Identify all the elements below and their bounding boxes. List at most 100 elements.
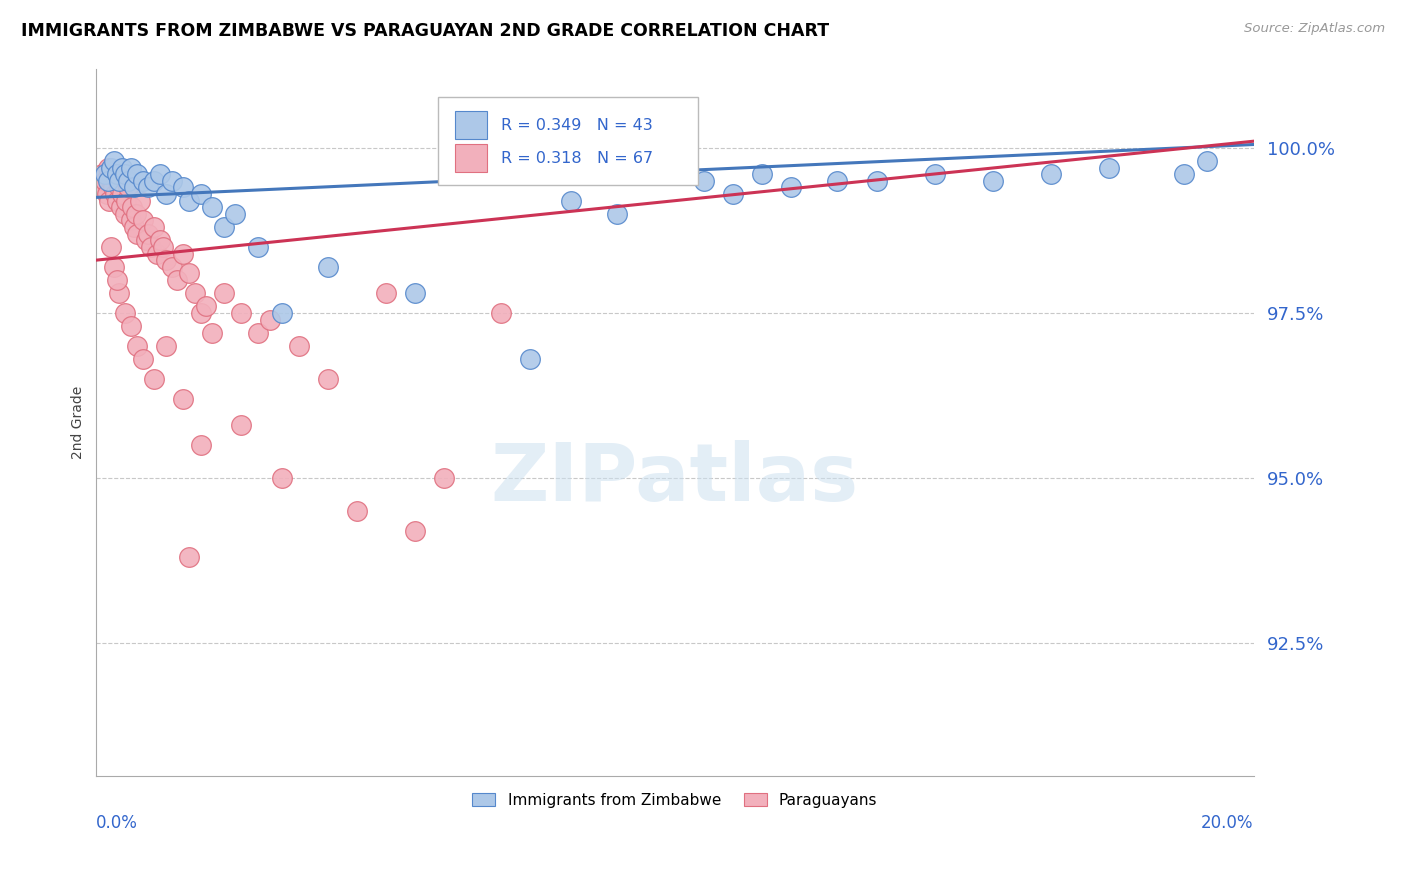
Point — [94, 167, 117, 181]
Point — [155, 253, 177, 268]
Legend: Immigrants from Zimbabwe, Paraguayans: Immigrants from Zimbabwe, Paraguayans — [467, 787, 883, 814]
Point — [100, 161, 122, 175]
Point — [131, 174, 153, 188]
Point — [143, 174, 166, 188]
Point — [91, 167, 114, 181]
Point — [149, 167, 172, 181]
Point — [131, 352, 153, 367]
Point — [125, 339, 148, 353]
Point — [155, 339, 177, 353]
Point — [195, 299, 218, 313]
Point — [117, 174, 139, 188]
Point — [122, 180, 145, 194]
Point — [172, 392, 194, 406]
Point — [117, 180, 139, 194]
Point — [404, 524, 426, 538]
Point — [259, 312, 281, 326]
Point — [120, 319, 142, 334]
Point — [160, 260, 183, 274]
Y-axis label: 2nd Grade: 2nd Grade — [72, 385, 86, 458]
Point — [560, 194, 582, 208]
Text: R = 0.318   N = 67: R = 0.318 N = 67 — [502, 151, 654, 166]
Point — [177, 194, 200, 208]
Point — [94, 174, 117, 188]
Point — [121, 200, 143, 214]
Point — [172, 180, 194, 194]
Point — [177, 266, 200, 280]
Point — [201, 200, 224, 214]
Point — [89, 180, 111, 194]
Point — [103, 167, 125, 181]
Point — [111, 187, 134, 202]
Point — [1173, 167, 1195, 181]
Point — [212, 220, 235, 235]
Point — [190, 187, 212, 202]
Point — [374, 286, 396, 301]
Point — [108, 286, 131, 301]
Point — [149, 233, 172, 247]
Point — [432, 471, 454, 485]
Point — [131, 213, 153, 227]
Point — [721, 187, 744, 202]
Point — [288, 339, 311, 353]
Point — [103, 260, 125, 274]
Point — [247, 326, 270, 340]
Point — [825, 174, 848, 188]
Point — [120, 161, 142, 175]
Point — [97, 174, 120, 188]
Point — [120, 213, 142, 227]
Point — [693, 174, 716, 188]
Point — [128, 194, 150, 208]
Point — [152, 240, 174, 254]
Point — [97, 161, 120, 175]
Point — [190, 438, 212, 452]
Point — [779, 180, 801, 194]
Point — [1040, 167, 1063, 181]
Point — [107, 174, 129, 188]
Text: 0.0%: 0.0% — [97, 814, 138, 832]
Point — [212, 286, 235, 301]
Point — [160, 174, 183, 188]
FancyBboxPatch shape — [456, 111, 488, 139]
Point — [183, 286, 205, 301]
Point — [108, 180, 131, 194]
Point — [138, 180, 160, 194]
Point — [224, 207, 246, 221]
Point — [924, 167, 946, 181]
Point — [146, 246, 169, 260]
Point — [1197, 154, 1219, 169]
Point — [491, 306, 513, 320]
Point — [229, 306, 252, 320]
Point — [98, 194, 121, 208]
Point — [270, 306, 292, 320]
Point — [247, 240, 270, 254]
Point — [100, 174, 122, 188]
Point — [114, 207, 136, 221]
Text: IMMIGRANTS FROM ZIMBABWE VS PARAGUAYAN 2ND GRADE CORRELATION CHART: IMMIGRANTS FROM ZIMBABWE VS PARAGUAYAN 2… — [21, 22, 830, 40]
Point — [229, 418, 252, 433]
Text: 20.0%: 20.0% — [1201, 814, 1254, 832]
FancyBboxPatch shape — [437, 97, 699, 186]
Point — [316, 260, 339, 274]
Point — [404, 286, 426, 301]
Point — [141, 240, 163, 254]
Point — [125, 167, 148, 181]
Point — [115, 194, 138, 208]
Point — [125, 207, 148, 221]
Point — [122, 220, 145, 235]
Point — [143, 372, 166, 386]
Point — [114, 167, 136, 181]
Point — [177, 550, 200, 565]
Point — [201, 326, 224, 340]
Point — [190, 306, 212, 320]
Point — [270, 471, 292, 485]
Point — [114, 306, 136, 320]
Text: Source: ZipAtlas.com: Source: ZipAtlas.com — [1244, 22, 1385, 36]
Point — [519, 352, 541, 367]
Point — [96, 187, 118, 202]
Point — [101, 180, 124, 194]
Point — [346, 504, 368, 518]
Text: ZIPatlas: ZIPatlas — [491, 440, 859, 517]
Point — [143, 220, 166, 235]
Point — [166, 273, 188, 287]
